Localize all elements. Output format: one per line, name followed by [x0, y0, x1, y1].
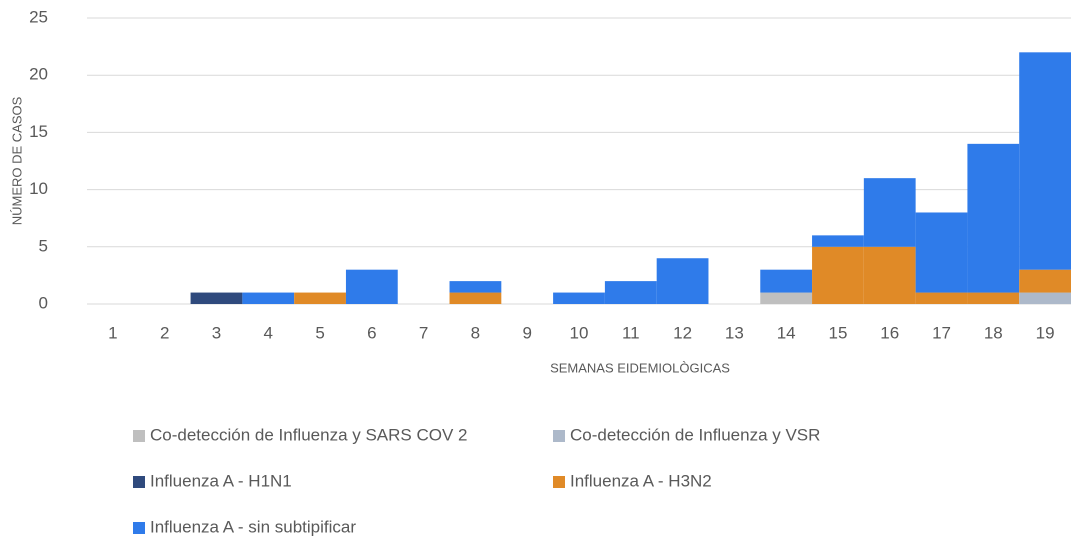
x-tick-label: 1	[108, 323, 117, 342]
bar-segment	[1019, 292, 1071, 304]
legend-swatch	[133, 522, 145, 534]
x-tick-label: 5	[315, 323, 324, 342]
y-tick-label: 0	[39, 293, 48, 312]
y-axis-label: NÚMERO DE CASOS	[9, 96, 24, 225]
x-tick-label: 11	[622, 323, 640, 342]
x-tick-label: 4	[264, 323, 273, 342]
x-tick-label: 7	[419, 323, 428, 342]
x-tick-label: 12	[673, 323, 692, 342]
x-tick-label: 6	[367, 323, 376, 342]
x-tick-label: 14	[777, 323, 796, 342]
bar-segment	[1019, 52, 1071, 270]
bar-segment	[915, 212, 968, 293]
bar-segment	[812, 235, 864, 247]
legend-label: Influenza A - sin subtipificar	[150, 517, 356, 536]
x-tick-label: 15	[828, 323, 847, 342]
bar-segment	[967, 143, 1020, 293]
bar-segment	[915, 292, 968, 304]
bar-segment	[812, 246, 864, 304]
y-tick-label: 15	[29, 122, 48, 141]
y-tick-label: 25	[29, 7, 48, 26]
legend-swatch	[553, 476, 565, 488]
y-tick-label: 5	[39, 236, 48, 255]
bar-segment	[294, 292, 346, 304]
bar-segment	[760, 292, 813, 304]
x-tick-label: 2	[160, 323, 169, 342]
legend-swatch	[553, 430, 565, 442]
legend-label: Co-detección de Influenza y SARS COV 2	[150, 425, 468, 444]
legend-swatch	[133, 430, 145, 442]
x-tick-label: 9	[522, 323, 531, 342]
x-tick-label: 10	[570, 323, 589, 342]
bar-segment	[449, 292, 502, 304]
legend-label: Influenza A - H3N2	[570, 471, 712, 490]
y-tick-label: 10	[29, 179, 48, 198]
x-tick-label: 19	[1036, 323, 1055, 342]
x-axis-label: SEMANAS EIDEMIOLÒGICAS	[550, 360, 730, 375]
bar-segment	[760, 269, 813, 293]
bar-segment	[863, 178, 916, 247]
bar-segment	[553, 292, 605, 304]
bar-segment	[1019, 269, 1071, 293]
bar-segment	[604, 281, 657, 304]
x-tick-label: 3	[212, 323, 221, 342]
bar-segment	[967, 292, 1020, 304]
x-tick-label: 17	[932, 323, 951, 342]
bar-segment	[242, 292, 295, 304]
legend-label: Co-detección de Influenza y VSR	[570, 425, 820, 444]
x-tick-label: 8	[471, 323, 480, 342]
bar-segment	[345, 269, 398, 304]
bar-segment	[863, 246, 916, 304]
legend-label: Influenza A - H1N1	[150, 471, 292, 490]
x-tick-label: 16	[880, 323, 899, 342]
bar-segment	[656, 258, 709, 304]
legend-swatch	[133, 476, 145, 488]
x-tick-label: 13	[725, 323, 744, 342]
x-tick-label: 18	[984, 323, 1003, 342]
bar-segment	[449, 281, 502, 293]
y-tick-label: 20	[29, 65, 48, 84]
bar-segment	[190, 292, 243, 304]
